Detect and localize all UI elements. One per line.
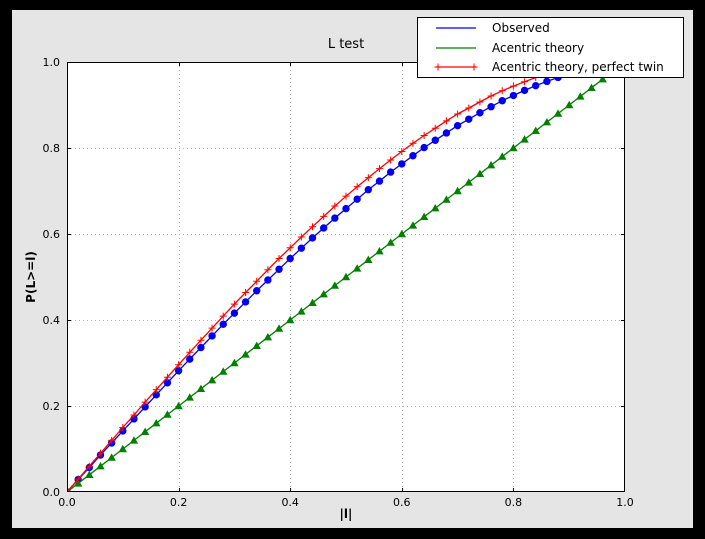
legend-item-observed: Observed — [418, 19, 683, 38]
xtick-label-0: 0.0 — [58, 496, 76, 509]
plot-svg — [67, 62, 625, 492]
series-2 — [67, 62, 607, 492]
xtick-label-5: 1.0 — [616, 496, 634, 509]
acentric-theory-line-sample-icon — [436, 46, 476, 49]
ytick-label-3: 0.6 — [42, 228, 61, 241]
ytick-label-1: 0.2 — [42, 400, 61, 413]
perfect-twin-line-sample-icon — [434, 63, 478, 71]
y-axis-label: P(L>=l) — [24, 251, 38, 303]
figure: L test |l| P(L>=l) 0.0 0.2 0.4 0.6 0.8 1… — [12, 10, 693, 528]
x-axis-label: |l| — [339, 507, 353, 521]
legend-item-acentric-theory: Acentric theory — [418, 38, 683, 57]
ytick-label-2: 0.4 — [42, 314, 61, 327]
ytick-label-0: 0.0 — [42, 486, 61, 499]
legend-label: Observed — [492, 21, 550, 35]
observed-line-sample-icon — [436, 27, 476, 29]
legend-label: Acentric theory — [492, 40, 585, 55]
xtick-label-2: 0.4 — [281, 496, 299, 509]
chart-title: L test — [327, 37, 365, 52]
ytick-label-4: 0.8 — [42, 142, 61, 155]
legend: Observed Acentric theory Acentric theory… — [417, 17, 684, 78]
legend-label: Acentric theory, perfect twin — [492, 60, 664, 74]
xtick-label-4: 0.8 — [504, 496, 523, 509]
ytick-label-5: 1.0 — [42, 56, 61, 69]
xtick-label-1: 0.2 — [169, 496, 188, 509]
series-1 — [67, 75, 607, 492]
legend-item-acentric-theory-perfect-twin: Acentric theory, perfect twin — [418, 58, 683, 77]
xtick-label-3: 0.6 — [393, 496, 411, 509]
